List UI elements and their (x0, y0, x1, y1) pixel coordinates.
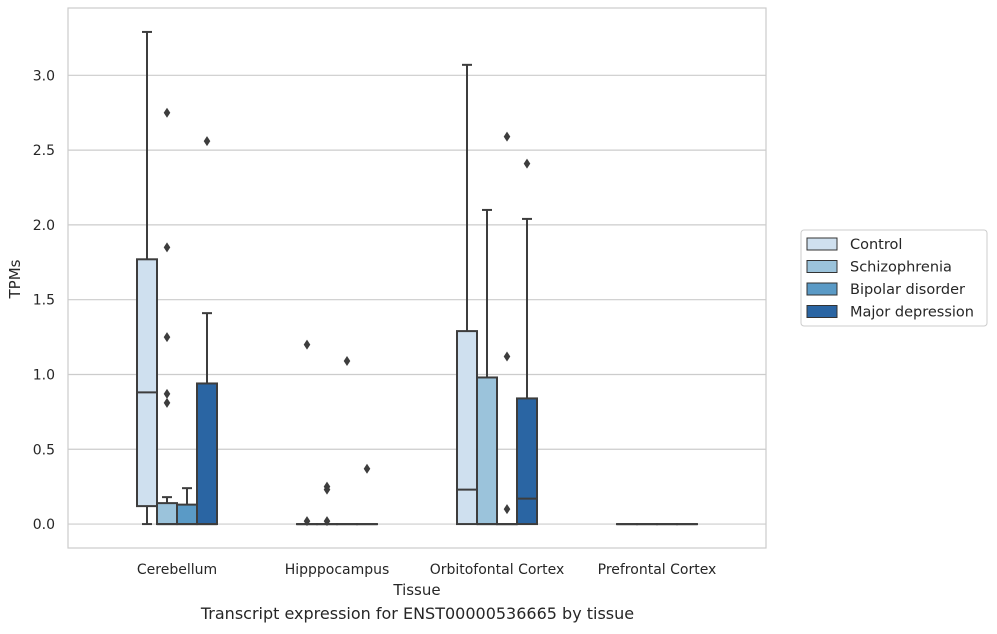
outlier-point (303, 339, 311, 350)
chart-caption: Transcript expression for ENST0000053666… (200, 604, 635, 623)
x-tick-label: Orbitofontal Cortex (430, 562, 565, 578)
outlier-point (163, 242, 171, 253)
outlier-point (503, 351, 511, 362)
y-tick-label: 1.5 (33, 293, 55, 309)
y-tick-label: 2.0 (33, 218, 55, 234)
legend-label: Major depression (850, 305, 974, 321)
box-body (196, 382, 218, 526)
legend-swatch (806, 282, 838, 296)
y-tick-label: 1.0 (33, 367, 55, 383)
box (196, 136, 218, 526)
y-tick-label: 0.0 (33, 517, 55, 533)
outlier-point (363, 463, 371, 474)
y-tick-label: 3.0 (33, 68, 55, 84)
outlier-point (523, 158, 531, 169)
box (296, 339, 318, 527)
box-body (476, 376, 498, 526)
series-control (136, 30, 638, 527)
box (456, 63, 478, 526)
x-tick-label: Hipppocampus (285, 562, 390, 578)
box (316, 481, 338, 527)
x-tick-labels: Cerebellum Hipppocampus Orbitofontal Corte… (137, 562, 716, 578)
box (136, 30, 158, 526)
legend-frame (800, 229, 988, 327)
outlier-point (323, 484, 331, 495)
x-axis-title: Tissue (392, 581, 440, 599)
legend-swatch (806, 305, 838, 318)
series-major-depression (196, 136, 698, 526)
box (476, 208, 498, 526)
outlier-point (503, 131, 511, 142)
y-tick-labels: 0.0 0.5 1.0 1.5 2.0 2.5 3.0 (33, 68, 55, 533)
plot-frame (67, 7, 767, 549)
box (336, 356, 358, 526)
legend-swatch (806, 237, 838, 251)
outlier-point (303, 516, 311, 527)
y-tick-label: 0.5 (33, 442, 55, 458)
y-axis-title: TPMs (6, 259, 24, 299)
box-body (136, 258, 158, 508)
box (496, 131, 518, 526)
legend-label: Control (850, 237, 902, 253)
legend-swatch (806, 260, 838, 273)
outlier-point (163, 388, 171, 399)
y-tick-label: 2.5 (33, 143, 55, 159)
outlier-point (323, 516, 331, 527)
legend-label: Schizophrenia (850, 260, 952, 276)
box-body (156, 502, 178, 526)
box-body (456, 330, 478, 526)
outlier-point (163, 332, 171, 343)
box-body (516, 397, 538, 526)
legend-label: Bipolar disorder (850, 282, 965, 298)
outlier-point (503, 504, 511, 515)
series-bipolar-disorder (176, 131, 678, 526)
box (516, 158, 538, 526)
box (156, 107, 178, 526)
box-series (136, 30, 698, 527)
box-body (176, 503, 198, 526)
outlier-point (163, 397, 171, 408)
x-tick-label: Prefrontal Cortex (598, 562, 717, 578)
x-tick-label: Cerebellum (137, 562, 217, 578)
series-schizophrenia (156, 107, 658, 527)
box (356, 463, 378, 526)
box (176, 487, 198, 526)
legend: Control Schizophrenia Bipolar disorder Majo… (800, 229, 988, 327)
outlier-point (203, 136, 211, 147)
grid-lines (68, 74, 766, 525)
outlier-point (343, 356, 351, 367)
outlier-point (163, 107, 171, 118)
